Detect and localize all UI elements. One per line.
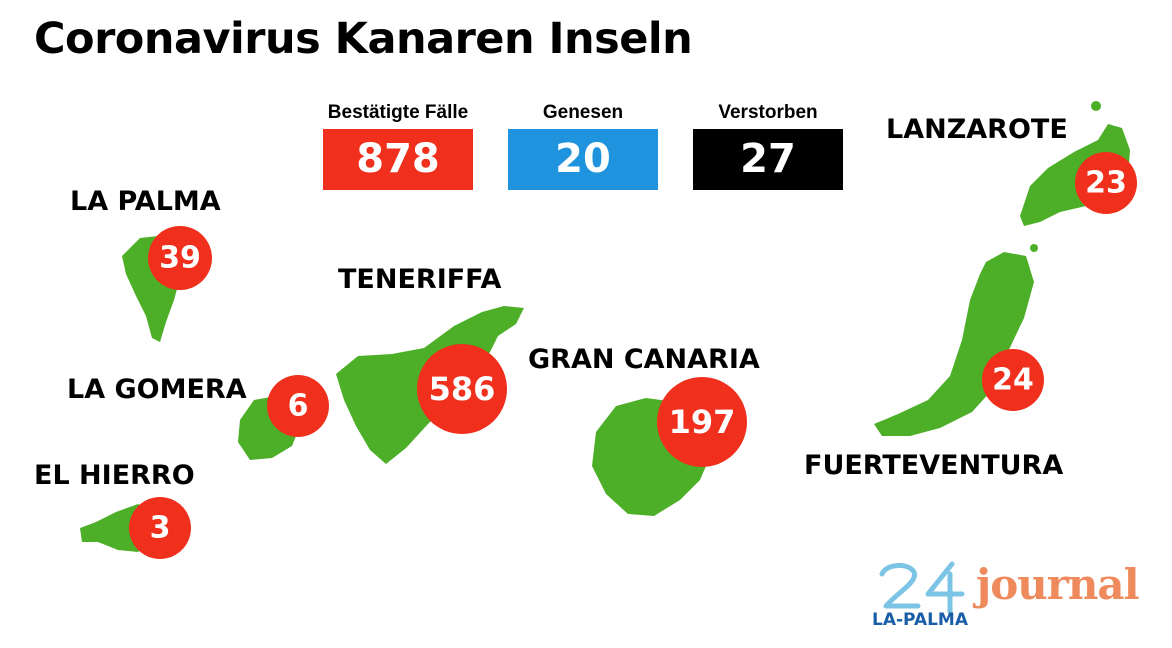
bubble-el-hierro-text: 3 xyxy=(150,511,171,546)
bubble-el-hierro: 3 xyxy=(129,497,191,559)
logo-brand: journal xyxy=(976,560,1140,609)
bubble-la-gomera-text: 6 xyxy=(288,389,309,424)
bubble-la-gomera: 6 xyxy=(267,375,329,437)
bubble-la-palma-text: 39 xyxy=(159,241,201,276)
bubble-gran-canaria: 197 xyxy=(657,377,747,467)
stat-recovered: Genesen 20 xyxy=(508,100,658,190)
label-fuerteventura: FUERTEVENTURA xyxy=(804,450,1064,481)
label-tenerife: TENERIFFA xyxy=(338,264,502,295)
bubble-la-palma: 39 xyxy=(148,226,212,290)
map-title: Coronavirus Kanaren Inseln xyxy=(34,14,693,64)
bubble-tenerife-text: 586 xyxy=(429,370,496,408)
bubble-fuerteventura-text: 24 xyxy=(992,363,1034,398)
stat-confirmed-label: Bestätigte Fälle xyxy=(327,102,469,123)
island-lanzarote xyxy=(1020,124,1130,226)
bubble-lanzarote: 23 xyxy=(1075,152,1137,214)
label-la-palma: LA PALMA xyxy=(70,186,221,217)
island-fuerteventura xyxy=(874,252,1034,436)
label-la-gomera: LA GOMERA xyxy=(67,374,247,405)
la-palma-24-journal-logo: LA-PALMA journal xyxy=(872,560,1152,632)
label-gran-canaria: GRAN CANARIA xyxy=(528,344,760,375)
logo-24-mark xyxy=(879,561,965,614)
logo-subtitle: LA-PALMA xyxy=(872,610,969,630)
bubble-gran-canaria-text: 197 xyxy=(669,403,736,441)
label-el-hierro: EL HIERRO xyxy=(34,460,195,491)
stat-confirmed: Bestätigte Fälle 878 xyxy=(323,100,473,190)
label-lanzarote: LANZAROTE xyxy=(886,114,1068,145)
bubble-tenerife: 586 xyxy=(417,344,507,434)
stat-confirmed-value: 878 xyxy=(323,129,473,190)
islet-lobos xyxy=(1030,244,1038,252)
stat-deceased-value: 27 xyxy=(693,129,843,190)
bubble-lanzarote-text: 23 xyxy=(1085,166,1127,201)
stat-recovered-value: 20 xyxy=(508,129,658,190)
stat-deceased: Verstorben 27 xyxy=(693,100,843,190)
islet-lanzarote xyxy=(1091,101,1101,111)
bubble-fuerteventura: 24 xyxy=(982,349,1044,411)
stat-recovered-label: Genesen xyxy=(542,102,624,123)
stat-deceased-label: Verstorben xyxy=(718,102,818,123)
